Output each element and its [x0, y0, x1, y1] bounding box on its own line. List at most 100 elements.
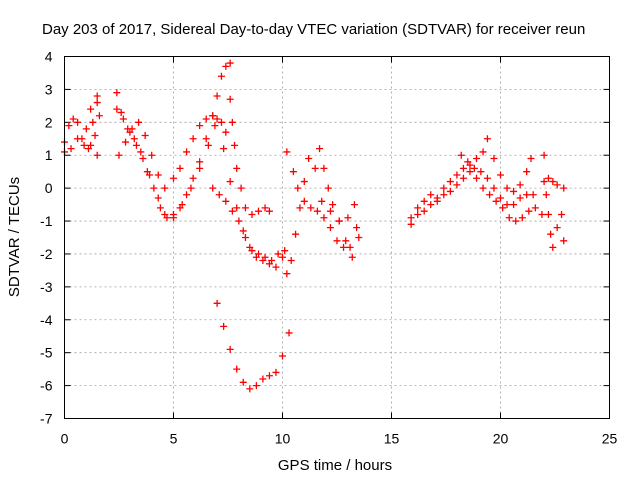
- data-point: [178, 201, 186, 209]
- data-point: [527, 155, 535, 163]
- data-point: [135, 118, 143, 126]
- data-point: [222, 62, 230, 70]
- data-point: [233, 164, 241, 172]
- data-point: [226, 59, 234, 67]
- data-point: [93, 151, 101, 159]
- data-point: [91, 131, 99, 139]
- data-point: [228, 207, 236, 215]
- data-point: [213, 299, 221, 307]
- data-point: [115, 151, 123, 159]
- data-point: [510, 201, 518, 209]
- data-point: [407, 214, 415, 222]
- data-series-sat-l: [407, 135, 535, 228]
- data-series-sat-o: [540, 151, 568, 251]
- data-point: [148, 151, 156, 159]
- data-point: [427, 201, 435, 209]
- data-point: [239, 378, 247, 386]
- data-point: [196, 122, 204, 130]
- data-point: [459, 164, 467, 172]
- axis-ticks: 0 5 10 15 20 25 -7 -6 -5 -4 -3 -2 -1 0 1 2 3 4: [40, 49, 617, 447]
- data-point: [141, 131, 149, 139]
- data-point: [156, 204, 164, 212]
- data-point: [252, 382, 260, 390]
- data-point: [69, 115, 77, 123]
- data-point: [544, 210, 552, 218]
- plot-frame: [64, 56, 610, 419]
- data-point: [414, 210, 422, 218]
- data-point: [512, 217, 520, 225]
- data-point: [202, 135, 210, 143]
- data-point: [220, 322, 228, 330]
- data-point: [67, 145, 75, 153]
- data-point: [344, 214, 352, 222]
- data-point: [113, 89, 121, 97]
- data-point: [342, 237, 350, 245]
- data-point: [355, 234, 363, 241]
- data-series-sat-b: [61, 92, 101, 156]
- data-point: [279, 253, 286, 261]
- data-point: [503, 184, 511, 192]
- data-point: [235, 217, 243, 225]
- data-point: [464, 158, 472, 166]
- data-point: [87, 105, 95, 113]
- data-point: [420, 197, 428, 205]
- data-point: [183, 191, 191, 199]
- data-point: [226, 345, 234, 353]
- data-point: [407, 220, 415, 228]
- y-tick-label: -2: [40, 246, 53, 262]
- data-point: [202, 115, 210, 123]
- data-point: [560, 237, 568, 245]
- data-point: [525, 207, 533, 215]
- data-point: [547, 230, 555, 238]
- data-point: [248, 210, 256, 218]
- data-point: [453, 181, 461, 189]
- data-point: [272, 368, 280, 376]
- data-point: [204, 141, 212, 149]
- data-point: [213, 92, 221, 100]
- data-point: [128, 125, 136, 133]
- y-tick-label: -6: [40, 378, 53, 394]
- data-point: [211, 122, 219, 130]
- data-series-sat-g: [226, 95, 273, 218]
- data-point: [187, 184, 195, 192]
- x-tick-label: 25: [602, 431, 618, 447]
- data-point: [93, 99, 101, 107]
- data-point: [326, 207, 334, 215]
- data-point: [459, 174, 467, 182]
- data-point: [272, 263, 280, 271]
- data-point: [248, 247, 256, 255]
- data-point: [340, 243, 348, 251]
- data-point: [154, 171, 162, 179]
- data-series-sat-h: [213, 299, 293, 393]
- data-point: [289, 168, 297, 176]
- data-point: [305, 155, 313, 163]
- data-point: [486, 191, 494, 199]
- data-point: [283, 270, 291, 278]
- data-point: [287, 257, 295, 265]
- data-point: [283, 148, 291, 156]
- data-point: [246, 385, 254, 393]
- data-point: [117, 108, 125, 116]
- data-point: [427, 191, 435, 199]
- data-point: [274, 250, 282, 258]
- data-point: [82, 125, 90, 133]
- data-point: [233, 204, 241, 212]
- data-point: [510, 187, 518, 195]
- data-point: [350, 201, 358, 209]
- data-series-sat-j: [283, 148, 361, 251]
- x-tick-label: 0: [61, 431, 69, 447]
- data-point: [446, 178, 454, 186]
- y-tick-label: 3: [45, 81, 53, 97]
- data-point: [255, 207, 263, 215]
- data-point: [122, 138, 130, 146]
- data-point: [74, 118, 82, 126]
- data-point: [209, 112, 217, 120]
- data-point: [259, 375, 267, 383]
- data-point: [531, 204, 539, 212]
- data-point: [241, 204, 249, 212]
- data-series-sat-d: [113, 105, 230, 218]
- data-point: [209, 184, 217, 192]
- data-point: [189, 135, 197, 143]
- data-point: [326, 224, 334, 232]
